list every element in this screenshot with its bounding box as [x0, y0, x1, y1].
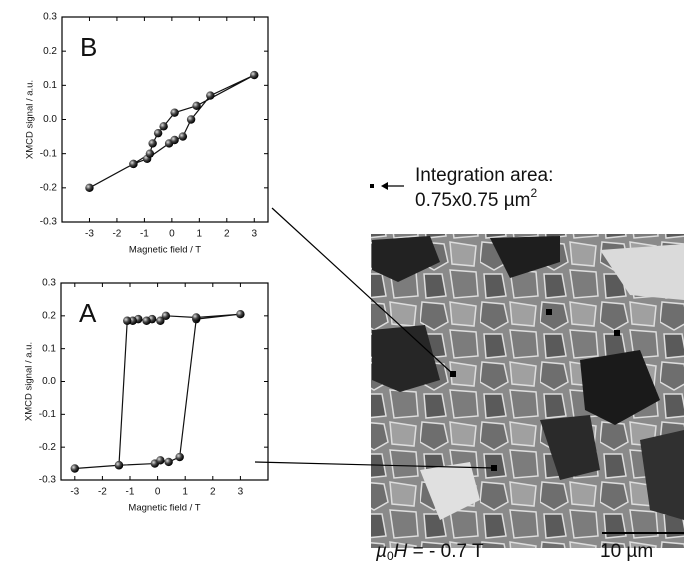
y-tick-label: 0.2: [42, 310, 56, 321]
data-point: [164, 457, 173, 467]
data-point: [175, 452, 184, 462]
data-point: [236, 309, 245, 319]
x-axis-label: Magnetic field / T: [128, 503, 200, 514]
x-tick-label: 3: [251, 229, 257, 240]
data-point: [192, 101, 201, 111]
x-tick-label: -3: [85, 229, 94, 240]
exponent: 2: [531, 186, 538, 200]
x-tick-label: 3: [238, 487, 244, 498]
y-tick-label: -0.1: [40, 148, 58, 159]
x-axis-label: Magnetic field / T: [129, 245, 201, 256]
y-tick-label: 0.3: [43, 12, 57, 23]
y-axis-label: XMCD signal / a.u.: [24, 342, 35, 421]
x-tick-label: -1: [126, 487, 135, 498]
x-tick-label: 2: [210, 487, 216, 498]
x-tick-label: 0: [155, 487, 161, 498]
mu: µ: [375, 541, 387, 562]
panel-label: A: [79, 298, 97, 328]
data-line: [74, 313, 241, 470]
y-tick-label: 0.3: [42, 278, 56, 289]
pointer-b: [271, 207, 454, 375]
y-tick-label: -0.3: [40, 217, 58, 228]
x-tick-label: 0: [169, 229, 175, 240]
data-point: [156, 316, 165, 325]
pointer-a: [254, 461, 495, 469]
data-point: [153, 128, 163, 138]
x-tick-label: -2: [98, 487, 107, 498]
x-tick-label: -2: [112, 229, 121, 240]
data-point: [159, 122, 168, 131]
data-point: [156, 456, 165, 465]
data-point: [145, 149, 155, 158]
data-point: [129, 159, 138, 169]
data-point: [142, 316, 151, 325]
arrow-head: [381, 182, 388, 190]
y-tick-label: 0.2: [43, 46, 57, 57]
area-marker: [370, 184, 374, 188]
h: H: [394, 541, 408, 562]
data-point: [161, 311, 171, 321]
data-point: [170, 135, 179, 145]
subscript: 0: [387, 549, 394, 562]
x-tick-label: 1: [182, 487, 188, 498]
data-point: [192, 313, 201, 322]
data-point: [123, 316, 132, 325]
x-tick-label: 1: [197, 229, 203, 240]
data-point: [186, 115, 196, 124]
field-value: = - 0.7 T: [407, 541, 484, 562]
x-tick-label: -1: [140, 229, 149, 240]
x-tick-label: 2: [224, 229, 230, 240]
y-tick-label: -0.2: [39, 442, 57, 453]
integration-size: 0.75x0.75 µm2: [415, 186, 538, 211]
data-point: [85, 183, 94, 193]
panel-label: B: [80, 32, 97, 62]
data-point: [206, 91, 215, 100]
y-tick-label: 0.0: [43, 114, 57, 125]
size-text: 0.75x0.75 µm: [415, 190, 531, 211]
y-tick-label: -0.3: [39, 475, 57, 486]
data-point: [170, 108, 179, 117]
data-point: [178, 132, 188, 141]
y-tick-label: 0.0: [42, 376, 56, 387]
micrograph: [371, 234, 684, 548]
y-tick-label: 0.1: [43, 80, 57, 91]
data-line: [89, 74, 255, 189]
field-label: µ0H = - 0.7 T: [375, 541, 484, 562]
integration-label: Integration area:: [415, 165, 553, 186]
data-point: [114, 461, 124, 470]
scale-label: 10 µm: [600, 541, 653, 562]
data-point: [148, 139, 157, 148]
y-tick-label: 0.1: [42, 343, 56, 354]
y-tick-label: -0.2: [40, 182, 58, 193]
y-axis-label: XMCD signal / a.u.: [25, 80, 36, 159]
x-tick-label: -3: [70, 487, 79, 498]
data-point: [250, 70, 259, 80]
data-point: [70, 464, 80, 473]
y-tick-label: -0.1: [39, 409, 57, 420]
